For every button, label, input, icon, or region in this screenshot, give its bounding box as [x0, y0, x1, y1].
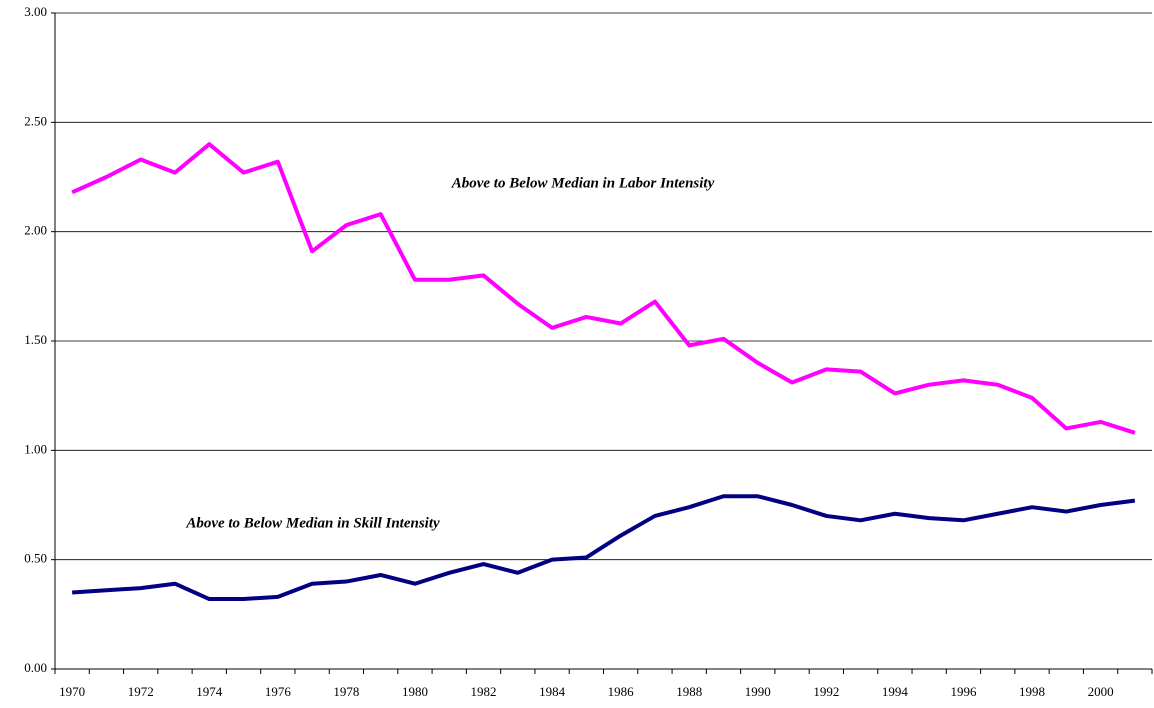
annotation: Above to Below Median in Labor Intensity: [451, 175, 715, 191]
x-tick-label: 1982: [471, 684, 497, 699]
x-tick-label: 1974: [196, 684, 223, 699]
y-tick-label: 1.00: [24, 441, 47, 456]
x-tick-label: 1986: [608, 684, 635, 699]
y-tick-label: 0.50: [24, 551, 47, 566]
series-line: [72, 494, 1136, 602]
x-tick-label: 1988: [676, 684, 702, 699]
series-line: [71, 142, 1136, 435]
y-tick-label: 3.00: [24, 4, 47, 19]
annotation: Above to Below Median in Skill Intensity: [185, 515, 440, 531]
x-tick-label: 1992: [813, 684, 839, 699]
x-tick-label: 1996: [950, 684, 977, 699]
y-tick-label: 2.00: [24, 223, 47, 238]
y-tick-label: 0.00: [24, 660, 47, 675]
x-tick-label: 1980: [402, 684, 428, 699]
x-tick-label: 1984: [539, 684, 566, 699]
x-tick-label: 1978: [333, 684, 359, 699]
x-tick-label: 1972: [128, 684, 154, 699]
x-tick-label: 1994: [882, 684, 909, 699]
x-tick-label: 1990: [745, 684, 771, 699]
x-tick-label: 2000: [1088, 684, 1114, 699]
y-tick-label: 1.50: [24, 332, 47, 347]
x-tick-label: 1976: [265, 684, 292, 699]
x-tick-label: 1998: [1019, 684, 1045, 699]
y-tick-label: 2.50: [24, 113, 47, 128]
x-tick-label: 1970: [59, 684, 85, 699]
